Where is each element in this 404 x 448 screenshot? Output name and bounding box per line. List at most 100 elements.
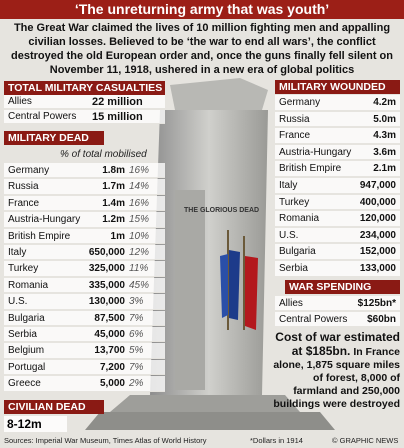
table-row: Greece 5,000 2%	[4, 376, 165, 392]
cost-body: In France alone, 1,875 square miles of f…	[273, 346, 400, 410]
table-row: U.S. 234,000	[275, 227, 400, 244]
deaths: 1.4m	[102, 197, 125, 209]
country: Romania	[279, 213, 320, 225]
wounded: 3.6m	[373, 146, 396, 158]
wounded: 4.3m	[373, 130, 396, 142]
side: Allies	[279, 298, 303, 309]
country: Russia	[8, 181, 39, 193]
percent: 10%	[129, 230, 150, 242]
table-row: British Empire 1m 10%	[4, 228, 165, 244]
percent: 14%	[129, 181, 150, 193]
country: France	[279, 130, 311, 142]
table-row: Germany 4.2m	[275, 95, 400, 111]
wounded: 152,000	[359, 246, 396, 258]
deaths: 650,000	[88, 247, 125, 258]
value: 15 million	[92, 111, 143, 123]
deaths: 335,000	[88, 279, 125, 291]
deaths: 1m	[110, 230, 125, 242]
monument-step	[85, 412, 335, 430]
country: Italy	[8, 247, 27, 258]
flag	[229, 250, 240, 320]
table-row: Allies 22 million	[4, 95, 165, 109]
country: Romania	[8, 279, 49, 291]
percent: 7%	[129, 312, 144, 324]
wounded: 4.2m	[373, 97, 396, 108]
deaths: 130,000	[88, 296, 125, 308]
table-row: Italy 947,000	[275, 178, 400, 194]
table-row: Bulgaria 152,000	[275, 244, 400, 260]
table-row: Austria-Hungary 1.2m 15%	[4, 212, 165, 228]
deaths: 325,000	[88, 263, 125, 275]
intro: The Great War claimed the lives of 10 mi…	[11, 22, 393, 76]
deaths: 13,700	[94, 345, 125, 357]
percent: 45%	[129, 279, 150, 291]
table-row: Portugal 7,200 7%	[4, 359, 165, 376]
table-row: Russia 5.0m	[275, 111, 400, 128]
title: ‘The unreturning army that was youth’	[0, 0, 404, 19]
country: British Empire	[279, 163, 342, 175]
country: Turkey	[279, 196, 310, 208]
section-heading: MILITARY DEAD	[4, 131, 104, 145]
monument-top	[170, 78, 268, 110]
country: U.S.	[279, 229, 299, 241]
table-row: Romania 335,000 45%	[4, 277, 165, 294]
table-row: France 1.4m 16%	[4, 195, 165, 212]
table-row: Turkey 325,000 11%	[4, 261, 165, 277]
monument-panel	[175, 190, 205, 390]
country: Austria-Hungary	[279, 146, 352, 158]
country: Turkey	[8, 263, 39, 275]
value: 22 million	[92, 96, 143, 108]
country: Portugal	[8, 361, 46, 373]
table-row: Romania 120,000	[275, 211, 400, 227]
section-heading: CIVILIAN DEAD	[4, 400, 104, 414]
country: U.S.	[8, 296, 28, 308]
flag	[220, 254, 228, 318]
country: British Empire	[8, 230, 71, 242]
monument-inscription: THE GLORIOUS DEAD	[184, 207, 259, 214]
deaths: 45,000	[94, 329, 125, 340]
country: Austria-Hungary	[8, 214, 81, 226]
country: Serbia	[8, 329, 37, 340]
country: Greece	[8, 378, 41, 390]
monument-shaft	[150, 110, 268, 395]
table-row: U.S. 130,000 3%	[4, 294, 165, 310]
table-row: Central Powers $60bn	[275, 312, 400, 327]
table-row: British Empire 2.1m	[275, 161, 400, 177]
table-row: Turkey 400,000	[275, 194, 400, 211]
cost-note: Cost of war estimated at $185bn. In Fran…	[268, 331, 400, 411]
table-row: Italy 650,000 12%	[4, 245, 165, 261]
table-row: Austria-Hungary 3.6m	[275, 144, 400, 161]
table-row: Serbia 45,000 6%	[4, 327, 165, 343]
country: Russia	[279, 113, 310, 125]
wounded: 234,000	[359, 229, 396, 241]
spending: $125bn*	[357, 298, 396, 309]
spending: $60bn	[367, 314, 396, 325]
deaths: 5,000	[99, 378, 125, 390]
footnote: *Dollars in 1914	[250, 436, 303, 445]
wounded: 2.1m	[373, 163, 396, 175]
wounded: 947,000	[359, 180, 396, 191]
table-row: Germany 1.8m 16%	[4, 163, 165, 179]
wounded: 133,000	[359, 263, 396, 274]
flag	[245, 256, 258, 330]
percent: 16%	[129, 165, 150, 176]
table-row: Allies $125bn*	[275, 296, 400, 311]
section-heading: MILITARY WOUNDED	[275, 80, 400, 94]
deaths: 1.8m	[102, 165, 125, 176]
country: Germany	[279, 97, 321, 108]
table-row: Serbia 133,000	[275, 261, 400, 277]
percent: 16%	[129, 197, 150, 209]
percent: 7%	[129, 361, 144, 373]
deaths: 1.7m	[102, 181, 125, 193]
country: Bulgaria	[279, 246, 316, 258]
wounded: 5.0m	[373, 113, 396, 125]
monument-step	[110, 395, 300, 412]
country: Italy	[279, 180, 298, 191]
country: Germany	[8, 165, 50, 176]
section-heading: TOTAL MILITARY CASUALTIES	[4, 81, 165, 95]
note: % of total mobilised	[60, 149, 147, 160]
percent: 15%	[129, 214, 150, 226]
percent: 6%	[129, 329, 144, 340]
wounded: 400,000	[359, 196, 396, 208]
